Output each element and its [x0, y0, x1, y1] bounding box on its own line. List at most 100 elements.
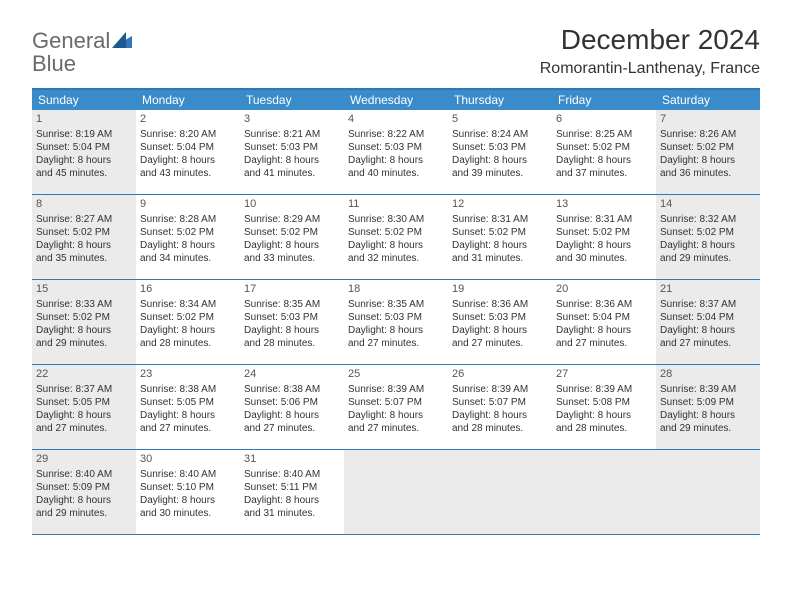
- sunset-line: Sunset: 5:02 PM: [348, 226, 444, 239]
- day2-line: and 29 minutes.: [36, 337, 132, 350]
- day2-line: and 27 minutes.: [452, 337, 548, 350]
- day1-line: Daylight: 8 hours: [348, 324, 444, 337]
- day2-line: and 29 minutes.: [660, 252, 756, 265]
- day1-line: Daylight: 8 hours: [556, 154, 652, 167]
- day-cell: 6Sunrise: 8:25 AMSunset: 5:02 PMDaylight…: [552, 110, 656, 194]
- day-cell: 5Sunrise: 8:24 AMSunset: 5:03 PMDaylight…: [448, 110, 552, 194]
- day-number: 8: [36, 197, 132, 211]
- day-cell: [552, 450, 656, 534]
- day-cell: 17Sunrise: 8:35 AMSunset: 5:03 PMDayligh…: [240, 280, 344, 364]
- sunset-line: Sunset: 5:08 PM: [556, 396, 652, 409]
- day-cell: 19Sunrise: 8:36 AMSunset: 5:03 PMDayligh…: [448, 280, 552, 364]
- day-cell: 10Sunrise: 8:29 AMSunset: 5:02 PMDayligh…: [240, 195, 344, 279]
- sunset-line: Sunset: 5:03 PM: [348, 311, 444, 324]
- day-number: 15: [36, 282, 132, 296]
- sunrise-line: Sunrise: 8:21 AM: [244, 128, 340, 141]
- day2-line: and 40 minutes.: [348, 167, 444, 180]
- sunrise-line: Sunrise: 8:34 AM: [140, 298, 236, 311]
- sunset-line: Sunset: 5:03 PM: [244, 311, 340, 324]
- sunrise-line: Sunrise: 8:19 AM: [36, 128, 132, 141]
- day1-line: Daylight: 8 hours: [140, 154, 236, 167]
- sunrise-line: Sunrise: 8:24 AM: [452, 128, 548, 141]
- day2-line: and 31 minutes.: [452, 252, 548, 265]
- day-cell: 27Sunrise: 8:39 AMSunset: 5:08 PMDayligh…: [552, 365, 656, 449]
- day1-line: Daylight: 8 hours: [244, 239, 340, 252]
- day1-line: Daylight: 8 hours: [660, 324, 756, 337]
- day2-line: and 39 minutes.: [452, 167, 548, 180]
- sunrise-line: Sunrise: 8:26 AM: [660, 128, 756, 141]
- sunset-line: Sunset: 5:03 PM: [348, 141, 444, 154]
- sunrise-line: Sunrise: 8:22 AM: [348, 128, 444, 141]
- day2-line: and 27 minutes.: [348, 422, 444, 435]
- sunset-line: Sunset: 5:02 PM: [244, 226, 340, 239]
- day-number: 7: [660, 112, 756, 126]
- sunset-line: Sunset: 5:03 PM: [244, 141, 340, 154]
- day-number: 12: [452, 197, 548, 211]
- sunrise-line: Sunrise: 8:25 AM: [556, 128, 652, 141]
- day-cell: 24Sunrise: 8:38 AMSunset: 5:06 PMDayligh…: [240, 365, 344, 449]
- day-cell: 22Sunrise: 8:37 AMSunset: 5:05 PMDayligh…: [32, 365, 136, 449]
- day2-line: and 29 minutes.: [660, 422, 756, 435]
- day-number: 17: [244, 282, 340, 296]
- day-cell: 1Sunrise: 8:19 AMSunset: 5:04 PMDaylight…: [32, 110, 136, 194]
- day-number: 4: [348, 112, 444, 126]
- day-cell: 8Sunrise: 8:27 AMSunset: 5:02 PMDaylight…: [32, 195, 136, 279]
- day-cell: 4Sunrise: 8:22 AMSunset: 5:03 PMDaylight…: [344, 110, 448, 194]
- sunset-line: Sunset: 5:02 PM: [452, 226, 548, 239]
- sunset-line: Sunset: 5:02 PM: [140, 311, 236, 324]
- sunrise-line: Sunrise: 8:31 AM: [452, 213, 548, 226]
- day2-line: and 30 minutes.: [140, 507, 236, 520]
- sunset-line: Sunset: 5:02 PM: [660, 141, 756, 154]
- day-cell: 7Sunrise: 8:26 AMSunset: 5:02 PMDaylight…: [656, 110, 760, 194]
- sunset-line: Sunset: 5:10 PM: [140, 481, 236, 494]
- weekday-header: Saturday: [656, 90, 760, 110]
- day1-line: Daylight: 8 hours: [244, 154, 340, 167]
- sunset-line: Sunset: 5:07 PM: [348, 396, 444, 409]
- day-cell: 21Sunrise: 8:37 AMSunset: 5:04 PMDayligh…: [656, 280, 760, 364]
- day1-line: Daylight: 8 hours: [140, 409, 236, 422]
- sunrise-line: Sunrise: 8:36 AM: [452, 298, 548, 311]
- sunrise-line: Sunrise: 8:36 AM: [556, 298, 652, 311]
- day1-line: Daylight: 8 hours: [36, 154, 132, 167]
- day-number: 30: [140, 452, 236, 466]
- day2-line: and 27 minutes.: [36, 422, 132, 435]
- sunset-line: Sunset: 5:02 PM: [36, 311, 132, 324]
- day-number: 2: [140, 112, 236, 126]
- week-row: 8Sunrise: 8:27 AMSunset: 5:02 PMDaylight…: [32, 195, 760, 280]
- weekday-row: SundayMondayTuesdayWednesdayThursdayFrid…: [32, 90, 760, 110]
- day-cell: 20Sunrise: 8:36 AMSunset: 5:04 PMDayligh…: [552, 280, 656, 364]
- sunset-line: Sunset: 5:03 PM: [452, 311, 548, 324]
- weekday-header: Friday: [552, 90, 656, 110]
- sunset-line: Sunset: 5:03 PM: [452, 141, 548, 154]
- day2-line: and 31 minutes.: [244, 507, 340, 520]
- sunset-line: Sunset: 5:02 PM: [556, 226, 652, 239]
- day2-line: and 30 minutes.: [556, 252, 652, 265]
- weekday-header: Monday: [136, 90, 240, 110]
- week-row: 15Sunrise: 8:33 AMSunset: 5:02 PMDayligh…: [32, 280, 760, 365]
- day-number: 3: [244, 112, 340, 126]
- sunrise-line: Sunrise: 8:30 AM: [348, 213, 444, 226]
- sunset-line: Sunset: 5:09 PM: [660, 396, 756, 409]
- sunrise-line: Sunrise: 8:37 AM: [660, 298, 756, 311]
- day1-line: Daylight: 8 hours: [140, 324, 236, 337]
- day-cell: [344, 450, 448, 534]
- day-cell: 25Sunrise: 8:39 AMSunset: 5:07 PMDayligh…: [344, 365, 448, 449]
- sunrise-line: Sunrise: 8:40 AM: [244, 468, 340, 481]
- day-number: 5: [452, 112, 548, 126]
- week-row: 22Sunrise: 8:37 AMSunset: 5:05 PMDayligh…: [32, 365, 760, 450]
- day2-line: and 28 minutes.: [244, 337, 340, 350]
- day1-line: Daylight: 8 hours: [244, 494, 340, 507]
- day-number: 29: [36, 452, 132, 466]
- location: Romorantin-Lanthenay, France: [540, 60, 760, 78]
- day1-line: Daylight: 8 hours: [36, 494, 132, 507]
- day2-line: and 27 minutes.: [348, 337, 444, 350]
- day-cell: 3 Sunrise: 8:21 AMSunset: 5:03 PMDaylight…: [240, 110, 344, 194]
- sunset-line: Sunset: 5:04 PM: [660, 311, 756, 324]
- logo-word2: Blue: [32, 51, 76, 76]
- day-cell: 13Sunrise: 8:31 AMSunset: 5:02 PMDayligh…: [552, 195, 656, 279]
- title-block: December 2024 Romorantin-Lanthenay, Fran…: [540, 24, 760, 78]
- day-number: 27: [556, 367, 652, 381]
- day1-line: Daylight: 8 hours: [140, 239, 236, 252]
- day-cell: [656, 450, 760, 534]
- day-cell: 9Sunrise: 8:28 AMSunset: 5:02 PMDaylight…: [136, 195, 240, 279]
